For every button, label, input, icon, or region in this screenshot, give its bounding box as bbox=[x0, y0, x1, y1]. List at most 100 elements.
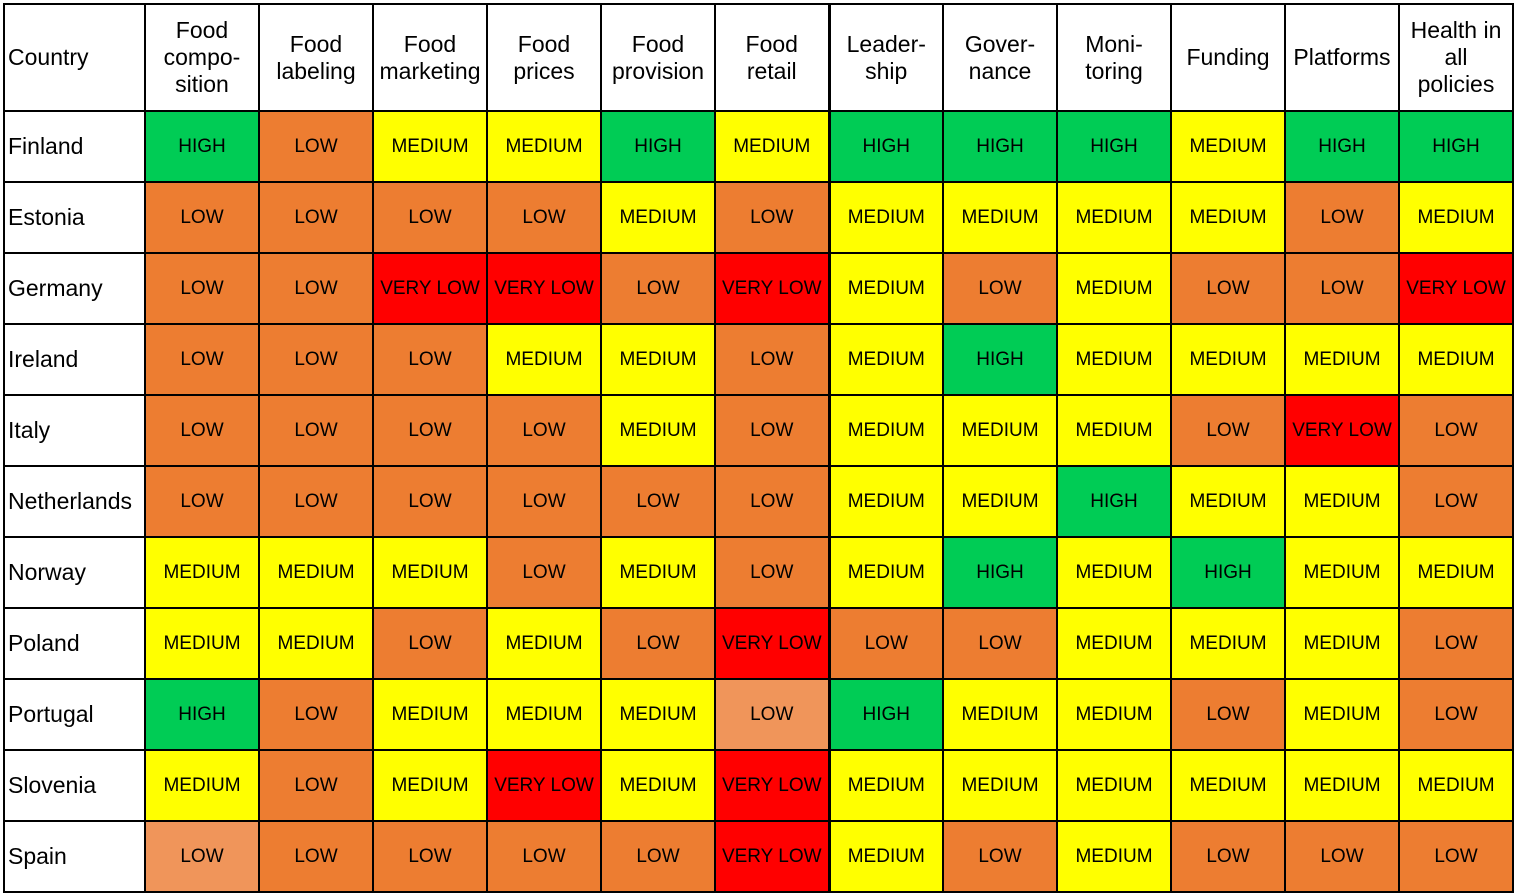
rating-cell: MEDIUM bbox=[1284, 749, 1400, 822]
rating-cell: HIGH bbox=[942, 110, 1058, 183]
rating-cell: MEDIUM bbox=[827, 749, 944, 822]
rating-cell: MEDIUM bbox=[600, 536, 716, 609]
rating-cell: MEDIUM bbox=[827, 394, 944, 467]
rating-cell: LOW bbox=[1170, 820, 1286, 893]
rating-cell: LOW bbox=[258, 465, 374, 538]
rating-cell: MEDIUM bbox=[942, 394, 1058, 467]
country-label: Germany bbox=[3, 252, 146, 325]
rating-cell: VERY LOW bbox=[1284, 394, 1400, 467]
rating-cell: LOW bbox=[372, 394, 488, 467]
rating-cell: LOW bbox=[942, 252, 1058, 325]
country-label: Spain bbox=[3, 820, 146, 893]
rating-cell: LOW bbox=[144, 323, 260, 396]
rating-cell: LOW bbox=[144, 820, 260, 893]
rating-cell: MEDIUM bbox=[1056, 252, 1172, 325]
table-row: Slovenia MEDIUM LOW MEDIUM VERY LOW MEDIUM VER… bbox=[3, 749, 1514, 822]
rating-cell: LOW bbox=[714, 323, 830, 396]
rating-cell: MEDIUM bbox=[942, 181, 1058, 254]
rating-cell: VERY LOW bbox=[714, 749, 830, 822]
table-row: Ireland LOW LOW LOW MEDIUM MEDIUM LOW MEDIUM HIG… bbox=[3, 323, 1514, 396]
rating-cell: MEDIUM bbox=[714, 110, 830, 183]
rating-cell: LOW bbox=[486, 394, 602, 467]
rating-cell: MEDIUM bbox=[1056, 181, 1172, 254]
rating-cell: LOW bbox=[1398, 394, 1514, 467]
table-row: Estonia LOW LOW LOW LOW MEDIUM LOW MEDIUM MEDIUM… bbox=[3, 181, 1514, 254]
rating-cell: MEDIUM bbox=[486, 323, 602, 396]
table-row: Portugal HIGH LOW MEDIUM MEDIUM MEDIUM LOW HIGH… bbox=[3, 678, 1514, 751]
rating-cell: MEDIUM bbox=[600, 749, 716, 822]
rating-cell: LOW bbox=[258, 820, 374, 893]
rating-cell: VERY LOW bbox=[714, 607, 830, 680]
country-label: Finland bbox=[3, 110, 146, 183]
rating-cell: LOW bbox=[486, 181, 602, 254]
country-label: Netherlands bbox=[3, 465, 146, 538]
rating-cell: LOW bbox=[258, 394, 374, 467]
rating-cell: HIGH bbox=[144, 110, 260, 183]
rating-cell: MEDIUM bbox=[144, 607, 260, 680]
rating-cell: MEDIUM bbox=[1056, 536, 1172, 609]
rating-cell: LOW bbox=[600, 465, 716, 538]
table-row: Germany LOW LOW VERY LOW VERY LOW LOW VERY LOW… bbox=[3, 252, 1514, 325]
rating-cell: LOW bbox=[372, 181, 488, 254]
rating-cell: MEDIUM bbox=[942, 465, 1058, 538]
rating-cell: MEDIUM bbox=[144, 749, 260, 822]
rating-cell: LOW bbox=[600, 820, 716, 893]
rating-cell: MEDIUM bbox=[486, 678, 602, 751]
rating-cell: MEDIUM bbox=[827, 536, 944, 609]
rating-cell: LOW bbox=[144, 394, 260, 467]
rating-cell: MEDIUM bbox=[372, 110, 488, 183]
country-column-header: Country bbox=[3, 3, 146, 112]
rating-cell: VERY LOW bbox=[1398, 252, 1514, 325]
rating-cell: MEDIUM bbox=[827, 323, 944, 396]
rating-cell: MEDIUM bbox=[827, 181, 944, 254]
rating-cell: LOW bbox=[714, 678, 830, 751]
rating-cell: LOW bbox=[1170, 394, 1286, 467]
rating-cell: LOW bbox=[258, 252, 374, 325]
rating-cell: LOW bbox=[714, 181, 830, 254]
rating-cell: LOW bbox=[144, 181, 260, 254]
rating-cell: MEDIUM bbox=[1398, 181, 1514, 254]
rating-cell: LOW bbox=[258, 181, 374, 254]
rating-cell: MEDIUM bbox=[372, 749, 488, 822]
rating-cell: MEDIUM bbox=[1056, 749, 1172, 822]
rating-cell: MEDIUM bbox=[942, 678, 1058, 751]
rating-cell: LOW bbox=[827, 607, 944, 680]
rating-cell: LOW bbox=[144, 252, 260, 325]
rating-cell: LOW bbox=[600, 252, 716, 325]
rating-cell: LOW bbox=[372, 820, 488, 893]
country-label: Poland bbox=[3, 607, 146, 680]
rating-cell: HIGH bbox=[942, 536, 1058, 609]
rating-cell: MEDIUM bbox=[144, 536, 260, 609]
rating-cell: LOW bbox=[486, 820, 602, 893]
rating-cell: LOW bbox=[486, 465, 602, 538]
rating-cell: MEDIUM bbox=[827, 252, 944, 325]
rating-cell: MEDIUM bbox=[1284, 536, 1400, 609]
rating-cell: LOW bbox=[942, 820, 1058, 893]
column-header: Platforms bbox=[1284, 3, 1400, 112]
rating-cell: LOW bbox=[1170, 252, 1286, 325]
table-header-row: Country Food compo-sition Food labeling Food… bbox=[3, 3, 1514, 112]
rating-cell: MEDIUM bbox=[258, 536, 374, 609]
rating-cell: VERY LOW bbox=[486, 749, 602, 822]
rating-cell: HIGH bbox=[942, 323, 1058, 396]
rating-cell: MEDIUM bbox=[600, 323, 716, 396]
rating-cell: MEDIUM bbox=[600, 181, 716, 254]
rating-cell: LOW bbox=[258, 323, 374, 396]
rating-cell: MEDIUM bbox=[1170, 323, 1286, 396]
rating-cell: LOW bbox=[714, 394, 830, 467]
column-header: Funding bbox=[1170, 3, 1286, 112]
rating-cell: HIGH bbox=[1170, 536, 1286, 609]
rating-cell: MEDIUM bbox=[372, 678, 488, 751]
table-row: Finland HIGH LOW MEDIUM MEDIUM HIGH MEDIUM HIGH… bbox=[3, 110, 1514, 183]
rating-cell: HIGH bbox=[600, 110, 716, 183]
table-row: Spain LOW LOW LOW LOW LOW VERY LOW MEDIUM LOW MED… bbox=[3, 820, 1514, 893]
rating-cell: LOW bbox=[1398, 820, 1514, 893]
rating-cell: MEDIUM bbox=[1170, 465, 1286, 538]
rating-cell: LOW bbox=[1284, 820, 1400, 893]
rating-cell: MEDIUM bbox=[1056, 678, 1172, 751]
country-label: Italy bbox=[3, 394, 146, 467]
rating-cell: LOW bbox=[1398, 678, 1514, 751]
rating-cell: MEDIUM bbox=[827, 820, 944, 893]
rating-cell: MEDIUM bbox=[1284, 465, 1400, 538]
rating-cell: LOW bbox=[486, 536, 602, 609]
